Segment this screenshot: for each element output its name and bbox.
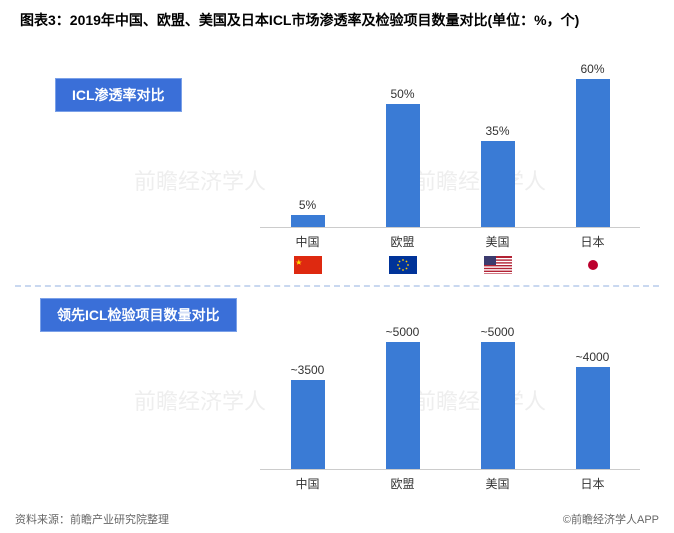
bar [291,215,325,227]
x-axis-label: 欧盟 [355,233,450,250]
x-axis-label: 美国 [450,475,545,492]
bar [386,104,420,227]
japan-flag-icon [579,256,607,274]
bar-value-label: 50% [390,87,414,101]
bar-value-label: ~5000 [481,325,515,339]
china-flag-icon [294,256,322,274]
chart-title: 图表3：2019年中国、欧盟、美国及日本ICL市场渗透率及检验项目数量对比(单位… [0,0,674,31]
bar [576,367,610,469]
bar-value-label: 35% [485,124,509,138]
chart2-area: ~3500~5000~5000~4000 [260,330,640,470]
bar [576,79,610,227]
bar [291,380,325,469]
flag-row [260,256,640,274]
copyright-text: ©前瞻经济学人APP [563,511,659,527]
bar-group: 60% [545,62,640,227]
eu-flag-icon [389,256,417,274]
section-divider [15,285,659,287]
bar-group: 35% [450,124,545,227]
bar-value-label: ~5000 [386,325,420,339]
x-axis-label: 日本 [545,475,640,492]
bar-group: 5% [260,198,355,227]
bar-group: ~5000 [450,325,545,469]
x-axis-label: 中国 [260,475,355,492]
usa-flag-icon [484,256,512,274]
bar-group: ~4000 [545,350,640,469]
bar-group: 50% [355,87,450,227]
source-text: 资料来源：前瞻产业研究院整理 [15,511,169,527]
watermark: 前瞻经济学人 [134,164,266,196]
bar [386,342,420,469]
bar-value-label: ~4000 [576,350,610,364]
bar [481,342,515,469]
x-axis-label: 欧盟 [355,475,450,492]
chart2-xlabels: 中国欧盟美国日本 [260,475,640,492]
bar-group: ~3500 [260,363,355,469]
watermark: 前瞻经济学人 [134,384,266,416]
section2-label: 领先ICL检验项目数量对比 [40,298,237,332]
chart1-xlabels: 中国欧盟美国日本 [260,233,640,250]
x-axis-label: 中国 [260,233,355,250]
bar-value-label: ~3500 [291,363,325,377]
bar-value-label: 60% [580,62,604,76]
section1-label: ICL渗透率对比 [55,78,182,112]
x-axis-label: 日本 [545,233,640,250]
bar-value-label: 5% [299,198,316,212]
bar [481,141,515,227]
chart1-area: 5%50%35%60% [260,68,640,228]
x-axis-label: 美国 [450,233,545,250]
bar-group: ~5000 [355,325,450,469]
